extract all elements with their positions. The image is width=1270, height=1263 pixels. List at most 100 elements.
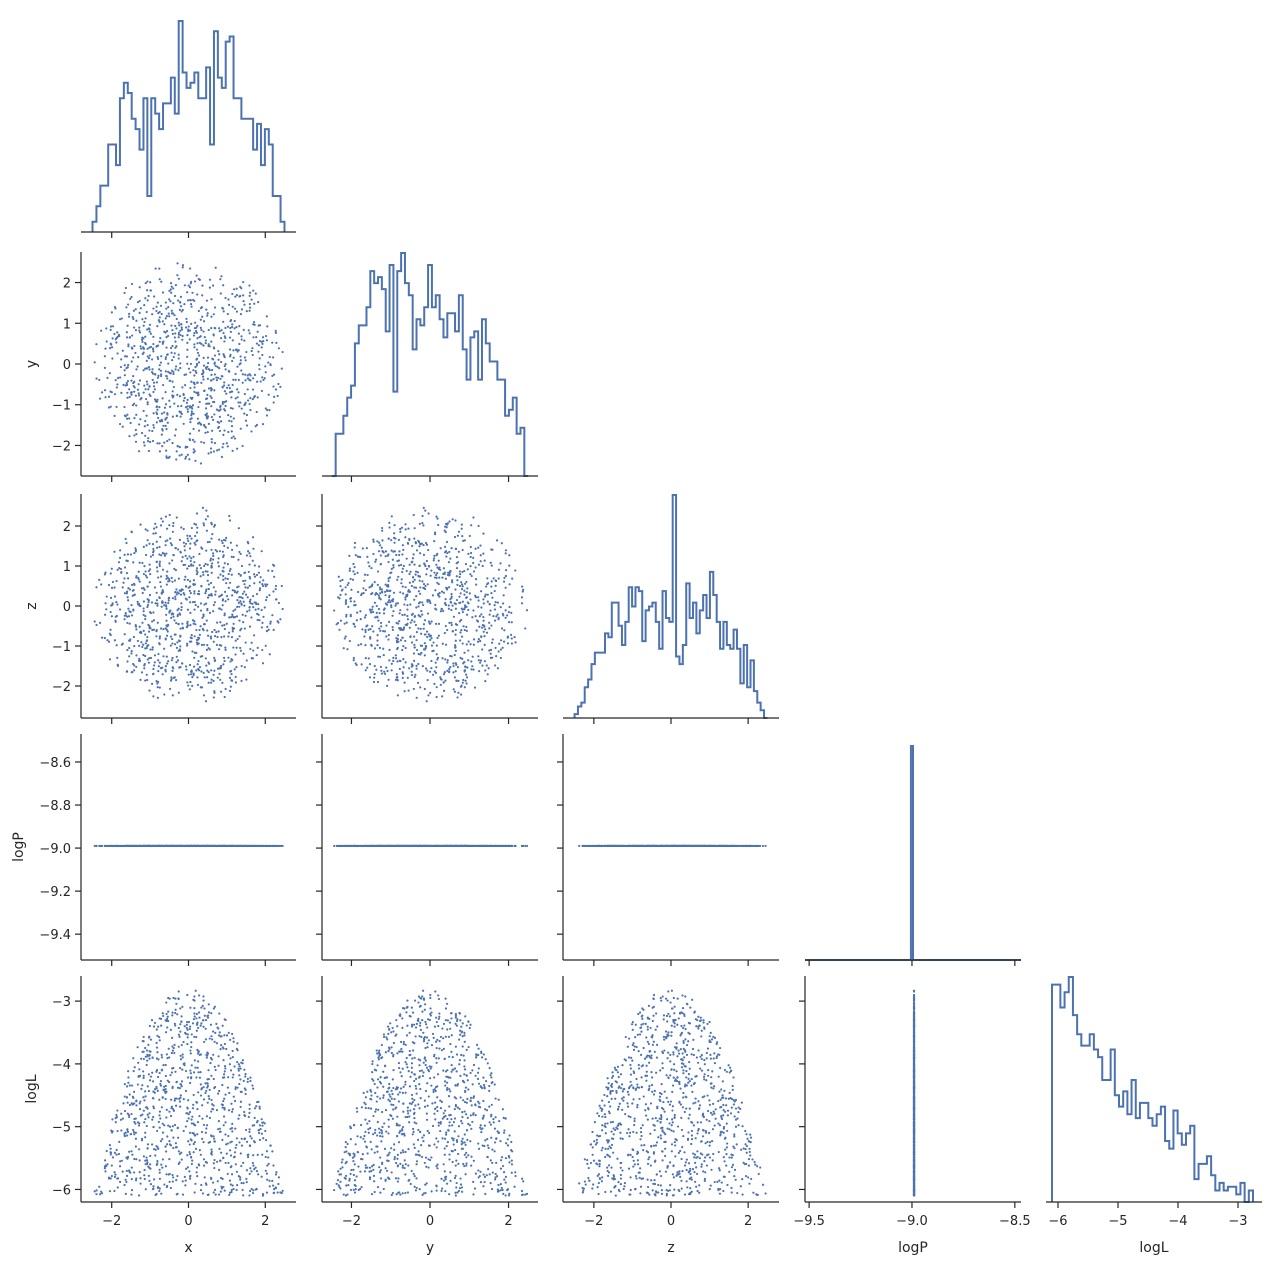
scatter-point [147, 569, 151, 573]
scatter-point [252, 377, 255, 380]
scatter-point [206, 579, 209, 582]
scatter-point [397, 538, 400, 541]
scatter-point [246, 388, 249, 391]
scatter-point [444, 643, 448, 646]
scatter-point [442, 567, 446, 570]
scatter-point [200, 643, 204, 647]
scatter-point [179, 593, 183, 596]
scatter-point [146, 585, 149, 588]
scatter-point [233, 668, 236, 671]
scatter-point [366, 666, 369, 669]
scatter-point [182, 844, 185, 848]
scatter-point [472, 638, 476, 641]
scatter-point [253, 601, 256, 604]
scatter-point [138, 659, 142, 662]
scatter-point [389, 571, 392, 575]
scatter-point [194, 321, 197, 324]
scatter-point [258, 589, 261, 592]
scatter-point [419, 644, 423, 647]
scatter-point [180, 608, 183, 612]
scatter-point [214, 266, 217, 269]
scatter-point [424, 584, 427, 588]
scatter-point [510, 621, 513, 624]
scatter-point [158, 406, 161, 409]
scatter-point [100, 583, 103, 586]
scatter-point [216, 635, 219, 639]
scatter-point [412, 576, 415, 579]
scatter-point [465, 613, 469, 616]
scatter-point [500, 627, 504, 630]
scatter-point [485, 631, 489, 634]
scatter-point [266, 844, 269, 848]
scatter-point [393, 532, 396, 535]
scatter-point [151, 648, 154, 651]
scatter-point [243, 604, 246, 607]
scatter-point [415, 594, 418, 598]
scatter-point [266, 325, 269, 328]
scatter-point [267, 361, 270, 364]
scatter-point [189, 611, 192, 614]
scatter-point [417, 662, 420, 666]
scatter-point [177, 331, 181, 334]
scatter-point [206, 563, 209, 566]
scatter-point [475, 583, 478, 586]
scatter-point [477, 596, 480, 599]
scatter-point [228, 569, 231, 573]
scatter-point [344, 602, 348, 605]
scatter-point [356, 571, 359, 574]
scatter-point [254, 425, 257, 428]
scatter-point [222, 331, 225, 335]
scatter-point [502, 594, 505, 597]
scatter-point [188, 329, 192, 332]
scatter-point [165, 574, 168, 577]
scatter-point [119, 376, 122, 379]
scatter-point [412, 553, 415, 556]
scatter-point [392, 564, 395, 567]
scatter-point [190, 670, 193, 673]
scatter-point [145, 289, 149, 292]
scatter-point [251, 602, 254, 605]
scatter-point [333, 844, 336, 848]
scatter-point [206, 312, 209, 315]
scatter-point [364, 628, 367, 632]
scatter-point [158, 320, 161, 324]
scatter-point [147, 356, 151, 360]
scatter-point [391, 600, 394, 603]
scatter-point [153, 372, 157, 376]
scatter-point [386, 669, 389, 673]
scatter-point [134, 625, 137, 628]
scatter-point [130, 604, 133, 607]
scatter-point [353, 573, 356, 576]
scatter-point [229, 326, 232, 330]
scatter-point [144, 335, 147, 338]
scatter-point [238, 605, 241, 608]
scatter-point [238, 635, 241, 638]
scatter-point [185, 320, 188, 324]
scatter-point [159, 581, 162, 584]
scatter-point [333, 609, 336, 612]
scatter-point [274, 329, 277, 332]
scatter-point [223, 364, 226, 368]
scatter-point [153, 388, 156, 391]
scatter-point [417, 539, 420, 542]
scatter-point [127, 345, 130, 348]
scatter-point [145, 576, 149, 579]
scatter-z-vs-y [333, 506, 529, 703]
scatter-point [423, 633, 426, 636]
scatter-point [193, 390, 196, 393]
scatter-point [469, 551, 473, 555]
scatter-point [155, 309, 158, 313]
scatter-point [189, 396, 192, 399]
scatter-point [156, 621, 159, 624]
scatter-point [369, 637, 372, 640]
scatter-point [371, 583, 374, 586]
scatter-point [459, 631, 462, 634]
scatter-point [109, 628, 112, 631]
scatter-point [146, 440, 150, 443]
scatter-point [504, 586, 507, 589]
scatter-point [237, 378, 240, 382]
scatter-point [176, 659, 180, 662]
scatter-point [401, 592, 405, 595]
scatter-point [436, 572, 439, 575]
scatter-point [180, 326, 183, 329]
